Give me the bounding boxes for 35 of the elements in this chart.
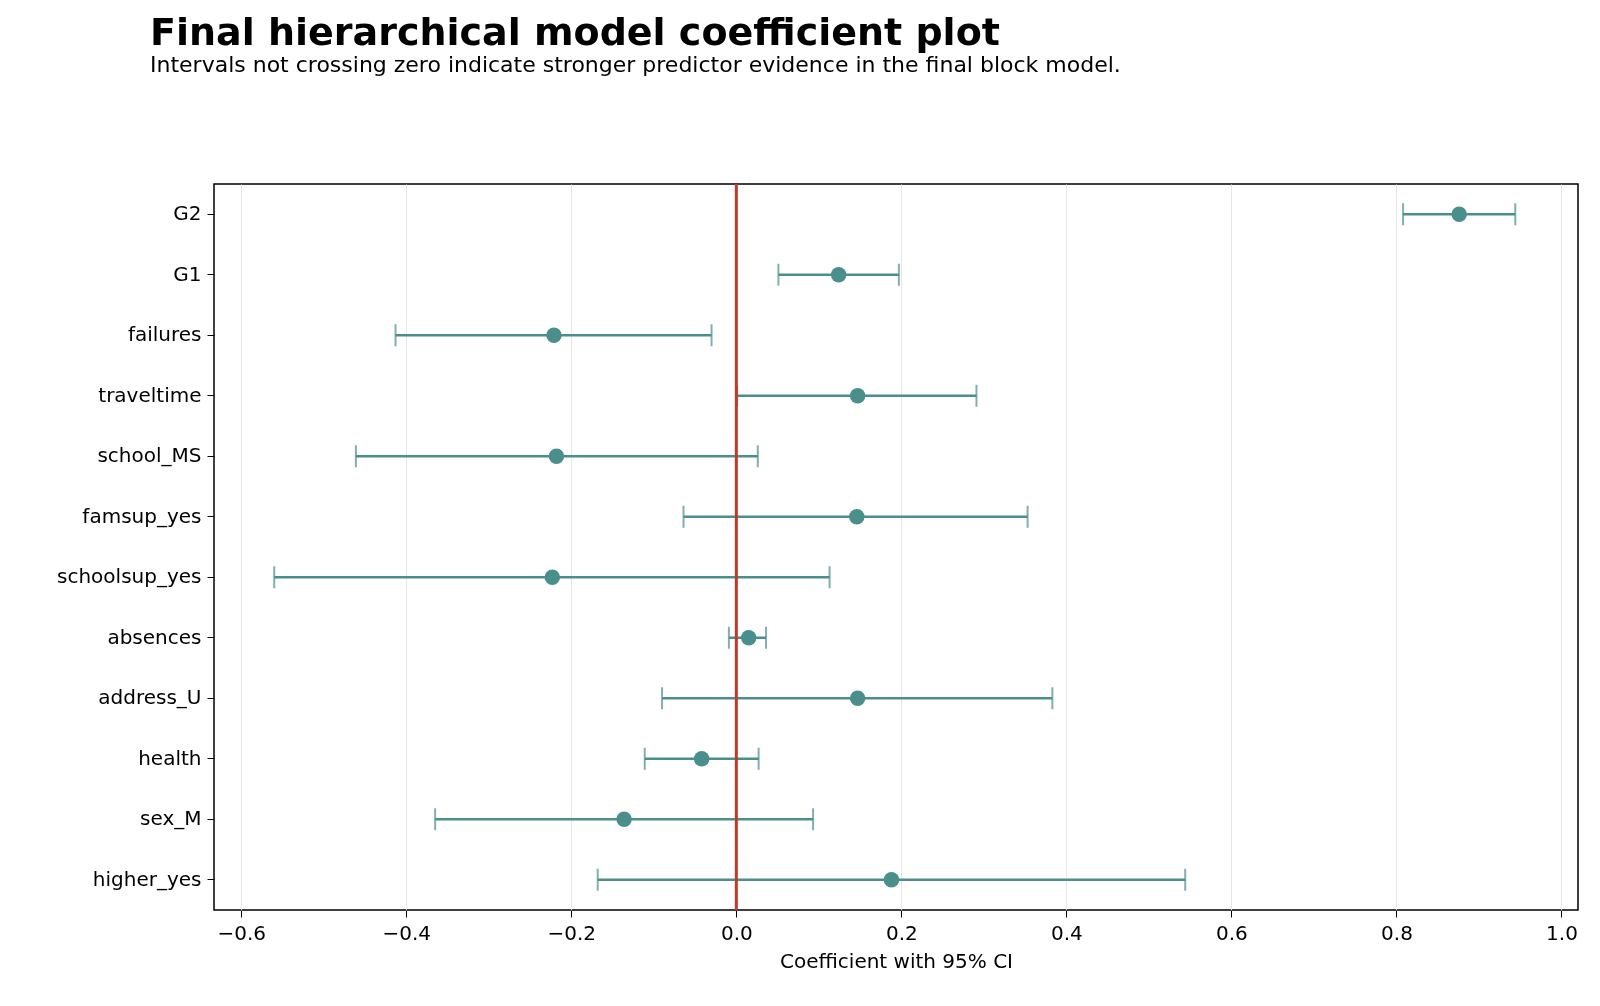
y-tick-label: schoolsup_yes [57, 564, 202, 589]
y-tick-label: failures [127, 322, 202, 347]
point [616, 811, 632, 827]
y-tick-label: absences [107, 624, 202, 649]
x-tick-label: 0.4 [1050, 920, 1083, 945]
point [544, 569, 561, 585]
x-tick-label: 1.0 [1546, 920, 1578, 945]
point [849, 509, 865, 525]
y-tick-label: sex_M [140, 806, 202, 831]
y-tick-label: health [138, 745, 202, 770]
y-tick-label: famsup_yes [82, 503, 202, 528]
point [546, 327, 562, 343]
point [693, 751, 710, 767]
y-tick-label: traveltime [98, 382, 202, 407]
x-axis-title: Coefficient with 95% CI [779, 948, 1014, 973]
x-tick-label: 0.2 [885, 920, 918, 945]
point [1451, 206, 1467, 222]
point [849, 690, 866, 706]
y-tick-label: school_MS [97, 443, 202, 468]
point [740, 630, 757, 646]
point [883, 872, 900, 888]
x-tick-label: 0.0 [720, 920, 753, 945]
x-tick-label: −0.2 [547, 920, 597, 945]
point [849, 388, 866, 404]
x-tick-label: 0.8 [1381, 920, 1413, 945]
x-tick-label: 0.6 [1216, 920, 1248, 945]
chart-title: Final hierarchical model coefficient plot [150, 9, 1000, 54]
y-tick-label: higher_yes [92, 866, 202, 891]
x-tick-label: −0.6 [217, 920, 267, 945]
y-tick-label: G1 [173, 261, 202, 286]
y-tick-label: address_U [98, 685, 202, 710]
x-tick-label: −0.4 [382, 920, 432, 945]
point [830, 267, 847, 283]
y-tick-label: G2 [173, 201, 202, 226]
point [548, 448, 565, 464]
